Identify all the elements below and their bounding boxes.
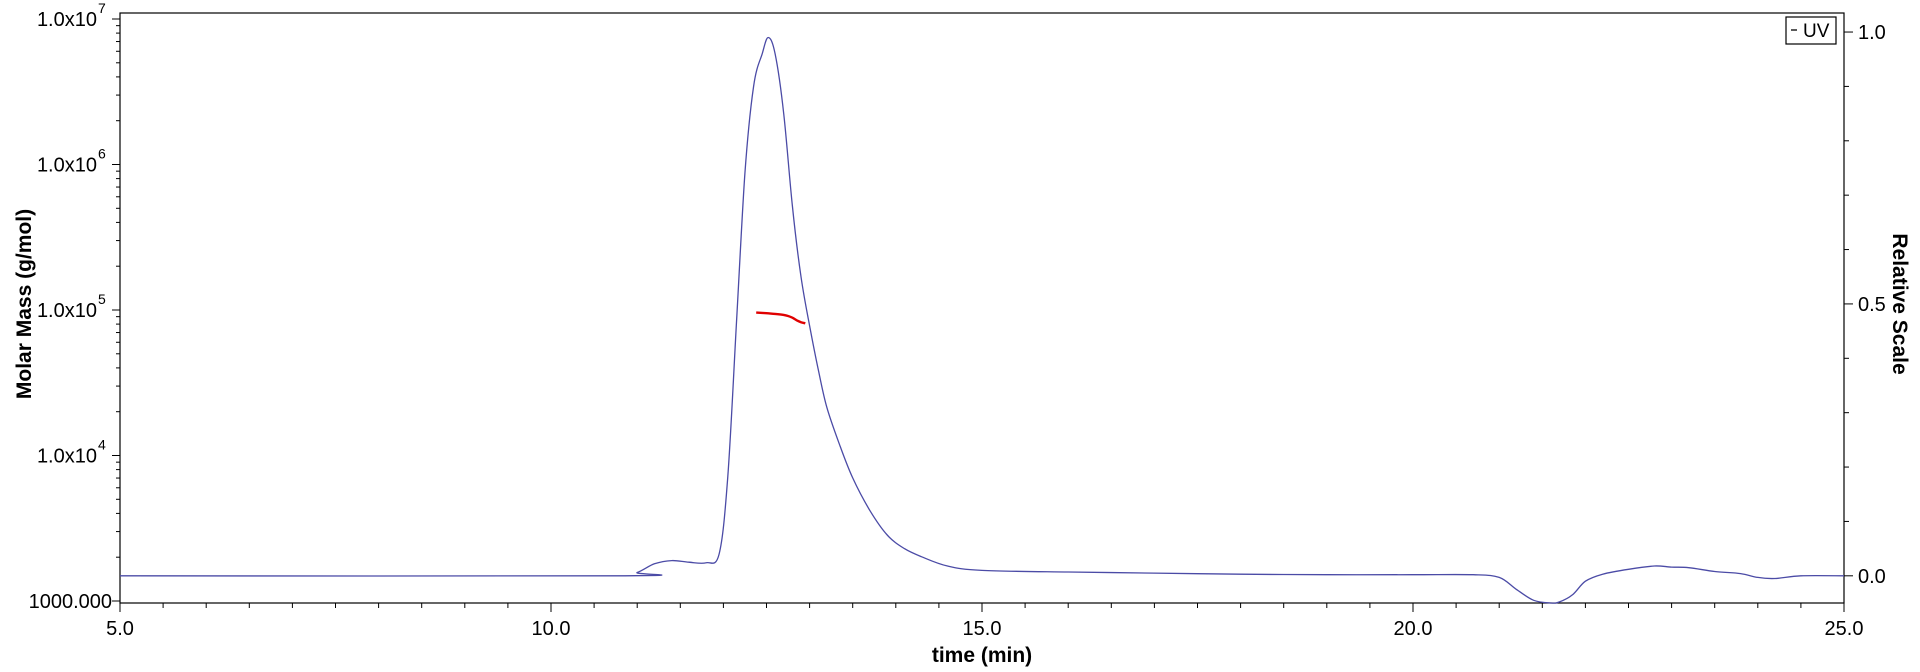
y-left-tick-label: 1.0x10: [37, 446, 97, 468]
x-tick-label: 25.0: [1825, 618, 1864, 640]
y-left-tick-exponent: 6: [98, 146, 106, 162]
tick-labels: 5.0 10.0 15.0 20.0 25.01000.0001.0x1041.0x10…: [29, 0, 1886, 640]
y-left-tick-exponent: 5: [98, 291, 106, 307]
right-y-axis-title: Relative Scale: [1888, 233, 1911, 374]
y-left-tick-label: 1.0x10: [37, 155, 97, 177]
x-tick-label: 20.0: [1394, 618, 1433, 640]
y-left-tick-label: 1.0x10: [37, 300, 97, 322]
y-right-tick-label: 0.0: [1858, 566, 1886, 588]
plot-frame: [119, 12, 1845, 604]
x-tick-label: 5.0: [106, 618, 134, 640]
legend-box: [1785, 16, 1837, 45]
y-left-tick-label: 1000.000: [29, 591, 112, 613]
left-y-axis-title: Molar Mass (g/mol): [13, 209, 36, 399]
y-left-tick-exponent: 4: [98, 437, 106, 453]
tick-marks: [112, 18, 1853, 612]
plot-area: [119, 36, 1845, 604]
x-tick-label: 15.0: [963, 618, 1002, 640]
molar-mass-series-line: [756, 311, 806, 325]
y-right-tick-label: 1.0: [1858, 22, 1886, 44]
y-left-tick-label: 1.0x10: [37, 9, 97, 31]
y-left-tick-exponent: 7: [98, 0, 106, 16]
x-tick-label: 10.0: [532, 618, 571, 640]
y-right-tick-label: 0.5: [1858, 294, 1886, 316]
uv-series-line: [119, 36, 1845, 604]
x-axis-title: time (min): [932, 644, 1032, 667]
legend-label-uv: UV: [1803, 21, 1830, 42]
legend: UV: [1785, 16, 1837, 45]
